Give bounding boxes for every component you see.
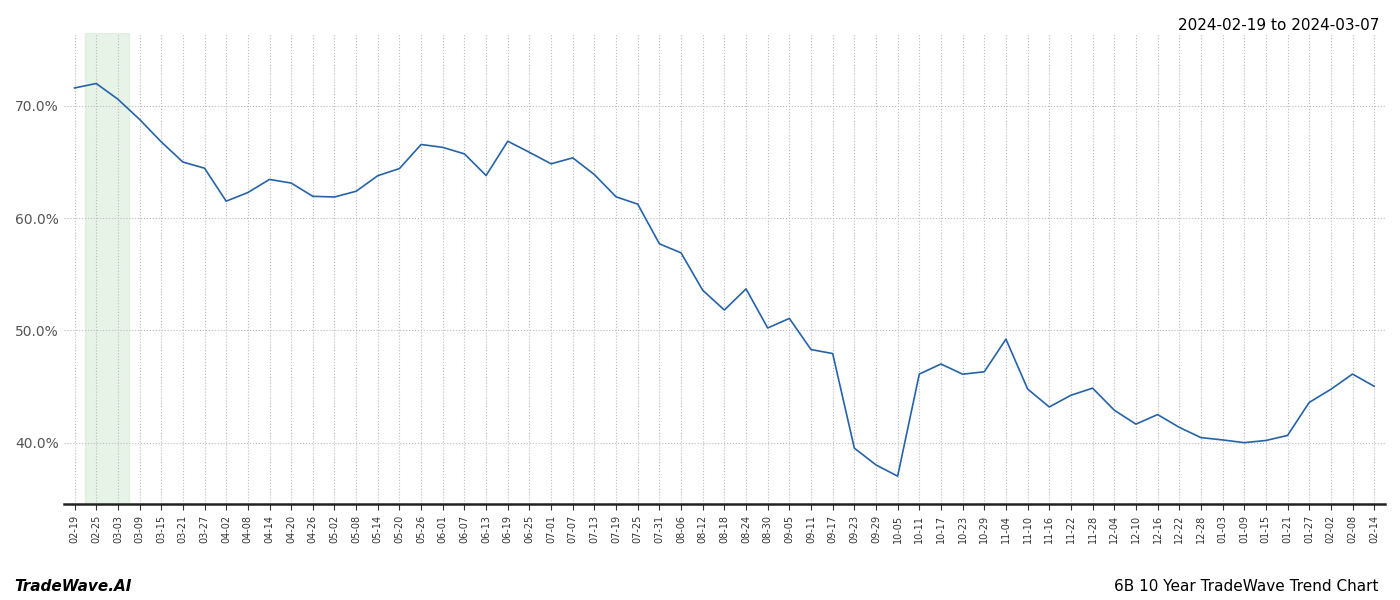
Text: TradeWave.AI: TradeWave.AI — [14, 579, 132, 594]
Text: 6B 10 Year TradeWave Trend Chart: 6B 10 Year TradeWave Trend Chart — [1114, 579, 1379, 594]
Bar — [85, 33, 129, 504]
Text: 2024-02-19 to 2024-03-07: 2024-02-19 to 2024-03-07 — [1177, 18, 1379, 33]
